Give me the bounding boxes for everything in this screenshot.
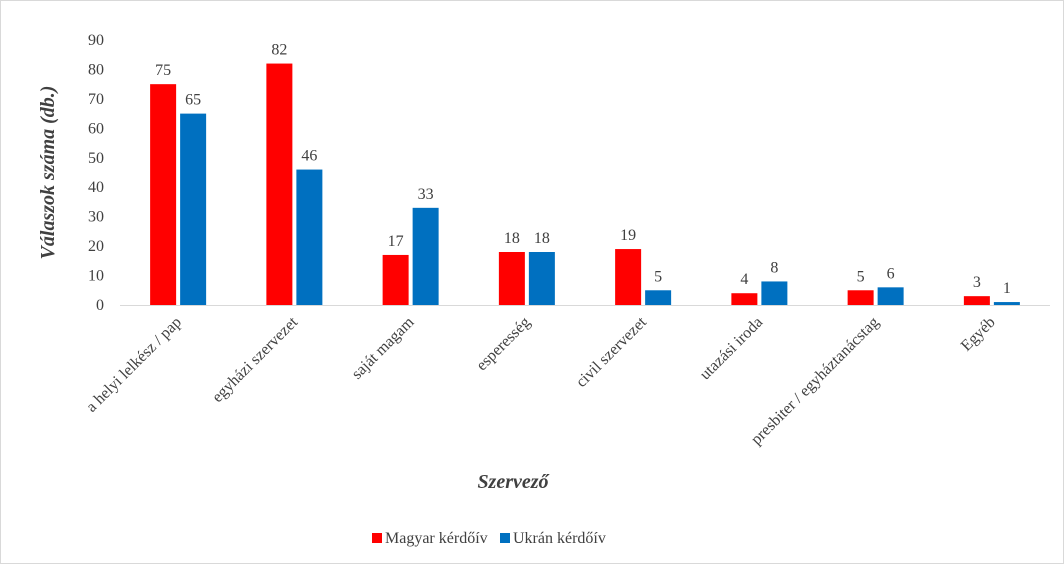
data-label: 18 <box>534 230 550 247</box>
x-tick-label: esperesség <box>473 314 533 374</box>
y-tick-label: 0 <box>96 297 104 314</box>
bar-magyar <box>499 252 525 305</box>
bar-magyar <box>964 296 990 305</box>
y-tick-label: 40 <box>88 179 104 196</box>
bar-ukran <box>413 208 439 305</box>
data-label: 5 <box>857 268 865 285</box>
data-label: 82 <box>271 42 287 59</box>
data-label: 6 <box>887 265 895 282</box>
x-tick-label: utazási iroda <box>697 314 767 384</box>
bar-ukran <box>878 287 904 305</box>
y-tick-label: 80 <box>88 61 104 78</box>
legend-swatch <box>500 533 510 543</box>
bar-ukran <box>761 281 787 305</box>
x-tick-label: civil szervezet <box>573 313 650 390</box>
bar-ukran <box>529 252 555 305</box>
bar-magyar <box>731 293 757 305</box>
y-tick-label: 20 <box>88 238 104 255</box>
legend: Magyar kérdőív Ukrán kérdőív <box>372 530 606 547</box>
data-label: 5 <box>654 268 662 285</box>
y-axis: 0 10 20 30 40 50 60 70 80 90 <box>88 32 104 314</box>
data-label: 17 <box>388 233 404 250</box>
data-label: 3 <box>973 274 981 291</box>
bar-ukran <box>994 302 1020 305</box>
bar-magyar <box>383 255 409 305</box>
data-label: 19 <box>620 227 636 244</box>
y-tick-label: 30 <box>88 209 104 226</box>
x-axis-tick-labels: a helyi lelkész / pap egyházi szervezet sa… <box>83 313 999 448</box>
x-tick-label: a helyi lelkész / pap <box>83 314 185 416</box>
bar-ukran <box>296 170 322 305</box>
legend-label: Ukrán kérdőív <box>513 530 606 547</box>
bar-magyar <box>848 290 874 305</box>
bar-ukran <box>645 290 671 305</box>
bar-ukran <box>180 114 206 305</box>
legend-swatch <box>372 533 382 543</box>
data-label: 8 <box>770 259 778 276</box>
y-axis-title: Válaszok száma (db.) <box>37 86 59 260</box>
bar-magyar <box>615 249 641 305</box>
data-label: 18 <box>504 230 520 247</box>
y-tick-label: 10 <box>88 268 104 285</box>
x-tick-label: saját magam <box>349 313 418 382</box>
data-label: 75 <box>155 62 171 79</box>
data-label: 46 <box>301 148 317 165</box>
legend-label: Magyar kérdőív <box>385 530 488 547</box>
x-tick-label: egyházi szervezet <box>209 313 301 405</box>
data-label: 1 <box>1003 280 1011 297</box>
data-label: 33 <box>418 186 434 203</box>
data-label: 4 <box>740 271 748 288</box>
data-label: 65 <box>185 92 201 109</box>
bar-magyar <box>150 84 176 305</box>
x-tick-label: presbiter / egyháztanácstag <box>748 314 883 449</box>
y-tick-label: 70 <box>88 91 104 108</box>
y-tick-label: 60 <box>88 120 104 137</box>
bar-magyar <box>266 64 292 305</box>
y-tick-label: 50 <box>88 150 104 167</box>
x-tick-label: Egyéb <box>958 314 999 355</box>
y-tick-label: 90 <box>88 32 104 49</box>
x-axis-title: Szervező <box>477 471 550 493</box>
